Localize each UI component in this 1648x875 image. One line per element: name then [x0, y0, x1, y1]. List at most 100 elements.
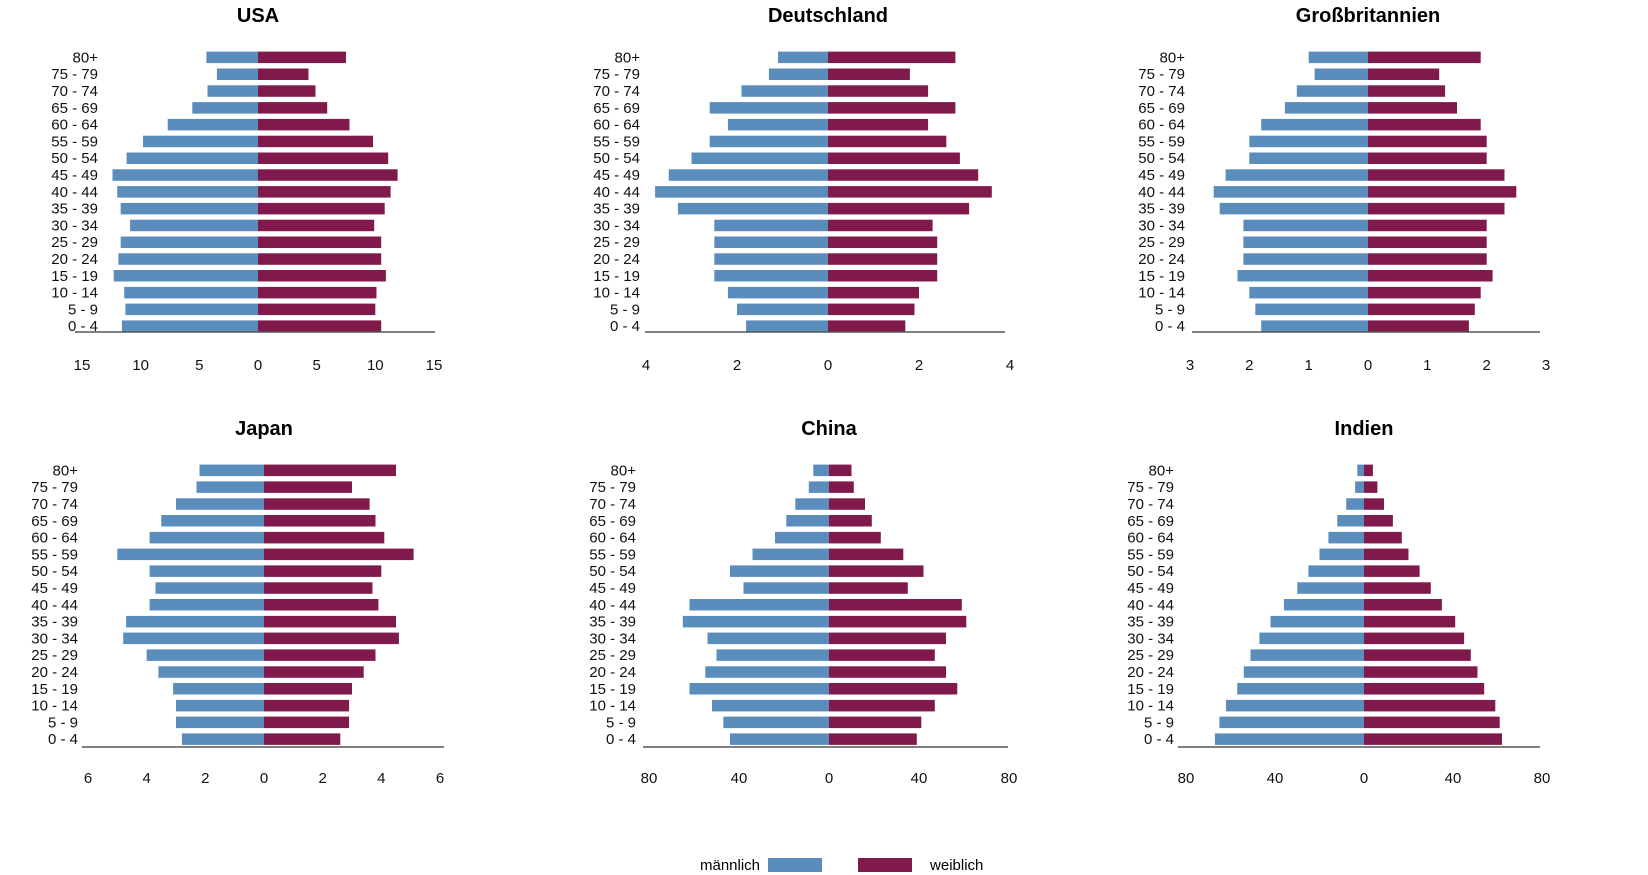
bar-female — [829, 548, 904, 561]
bar-female — [828, 303, 915, 316]
age-group-label: 30 - 34 — [589, 630, 636, 647]
bar-female — [829, 683, 958, 695]
bar-female — [258, 169, 398, 181]
bar-female — [1368, 286, 1481, 299]
bar-male — [1319, 548, 1364, 561]
bar-male — [207, 85, 258, 97]
bar-female — [264, 531, 385, 544]
age-group-label: 70 - 74 — [31, 496, 78, 513]
age-group-label: 60 - 64 — [51, 117, 98, 134]
bar-male — [705, 666, 830, 678]
bar-male — [714, 219, 829, 232]
bar-male — [1249, 286, 1368, 299]
age-group-label: 20 - 24 — [593, 251, 640, 268]
bar-female — [1364, 733, 1502, 745]
age-group-label: 40 - 44 — [589, 597, 636, 614]
age-group-label: 15 - 19 — [1138, 268, 1185, 285]
age-group-label: 35 - 39 — [1127, 614, 1174, 631]
x-tick-label: 2 — [1245, 357, 1253, 374]
x-tick-label: 4 — [642, 357, 650, 374]
bar-female — [828, 135, 947, 148]
bar-female — [829, 498, 865, 510]
age-group-label: 15 - 19 — [593, 268, 640, 285]
bar-male — [113, 270, 258, 282]
bar-male — [1255, 303, 1368, 316]
age-group-label: 30 - 34 — [31, 630, 78, 647]
bar-female — [829, 582, 908, 594]
age-group-label: 20 - 24 — [589, 664, 636, 681]
bar-male — [117, 186, 258, 198]
bar-female — [829, 464, 852, 477]
bar-male — [206, 51, 258, 64]
age-group-label: 65 - 69 — [51, 100, 98, 117]
x-tick-label: 2 — [1483, 357, 1491, 374]
bar-female — [258, 135, 373, 148]
bar-male — [1250, 649, 1364, 661]
bar-male — [709, 135, 828, 148]
bar-male — [181, 733, 264, 745]
age-group-label: 45 - 49 — [31, 580, 78, 597]
bar-female — [829, 565, 924, 577]
bar-male — [768, 68, 828, 80]
bar-female — [1368, 186, 1517, 198]
bar-male — [173, 683, 264, 695]
age-group-label: 35 - 39 — [593, 201, 640, 218]
bar-male — [120, 236, 258, 248]
bar-male — [795, 498, 830, 510]
bar-female — [828, 68, 910, 80]
bar-male — [723, 716, 830, 729]
age-group-label: 50 - 54 — [1138, 150, 1185, 167]
bar-female — [264, 464, 396, 477]
bar-female — [264, 481, 352, 493]
bar-female — [828, 102, 956, 114]
age-group-label: 35 - 39 — [1138, 201, 1185, 218]
bar-male — [196, 481, 264, 493]
bar-female — [1364, 699, 1496, 712]
age-group-label: 5 - 9 — [610, 301, 640, 318]
age-group-label: 80+ — [615, 49, 641, 66]
age-group-label: 45 - 49 — [1138, 167, 1185, 184]
age-group-label: 20 - 24 — [51, 251, 98, 268]
x-tick-label: 40 — [731, 770, 748, 787]
age-group-label: 45 - 49 — [51, 167, 98, 184]
bar-male — [161, 515, 264, 527]
bar-female — [828, 219, 933, 232]
bar-male — [1214, 733, 1364, 745]
age-group-label: 10 - 14 — [31, 698, 78, 715]
bar-male — [1283, 599, 1364, 611]
bar-male — [143, 135, 258, 148]
bar-male — [712, 699, 829, 712]
bar-male — [716, 649, 829, 661]
age-group-label: 15 - 19 — [31, 681, 78, 698]
age-group-label: 0 - 4 — [68, 318, 98, 335]
bar-female — [1364, 666, 1478, 678]
age-group-label: 0 - 4 — [1144, 731, 1174, 748]
age-group-label: 40 - 44 — [1127, 597, 1174, 614]
bar-male — [714, 253, 829, 265]
age-group-label: 65 - 69 — [593, 100, 640, 117]
chart-title: Indien — [1334, 418, 1394, 440]
age-group-label: 30 - 34 — [1127, 630, 1174, 647]
x-tick-label: 80 — [641, 770, 658, 787]
age-group-label: 45 - 49 — [589, 580, 636, 597]
bar-female — [1364, 716, 1500, 729]
bar-male — [1249, 135, 1368, 148]
legend: männlich weiblich — [700, 856, 983, 874]
age-group-label: 45 - 49 — [1127, 580, 1174, 597]
bar-female — [264, 649, 376, 661]
bar-female — [258, 102, 328, 114]
age-group-label: 75 - 79 — [589, 479, 636, 496]
age-group-label: 15 - 19 — [1127, 681, 1174, 698]
age-group-label: 30 - 34 — [51, 217, 98, 234]
bar-female — [1368, 135, 1487, 148]
age-group-label: 75 - 79 — [31, 479, 78, 496]
bar-female — [829, 699, 935, 712]
bar-male — [714, 270, 829, 282]
bar-male — [1261, 320, 1368, 332]
bar-male — [1219, 202, 1368, 215]
x-tick-label: 80 — [1178, 770, 1195, 787]
bar-female — [828, 85, 929, 97]
x-tick-label: 4 — [1006, 357, 1014, 374]
